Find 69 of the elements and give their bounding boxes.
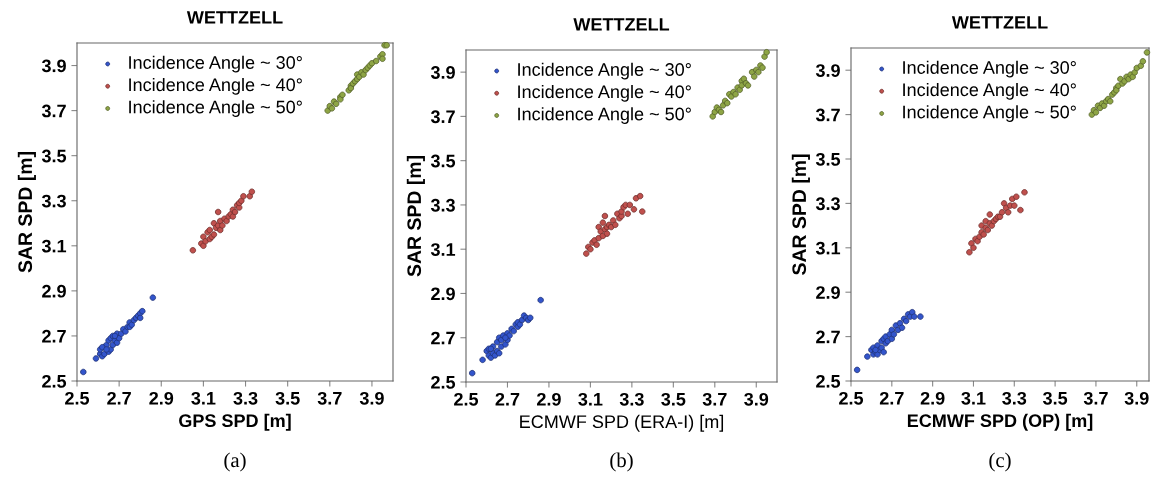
y-tick-label: 3.3 [430, 198, 455, 212]
y-tick-label: 3.3 [815, 197, 840, 211]
y-axis-title: SAR SPD [m] [791, 154, 810, 275]
x-tick-label: 3.1 [578, 392, 603, 406]
y-tick-label: 3.5 [430, 154, 456, 168]
y-tick-label: 3.7 [430, 110, 455, 124]
x-tick-label: 2.5 [65, 391, 90, 405]
y-tick-label: 3.3 [41, 194, 66, 208]
x-tick-label: 3.7 [317, 391, 342, 405]
y-tick-label: 2.5 [42, 374, 67, 388]
x-tick-label: 3.7 [702, 392, 727, 406]
legend-label: Incidence Angle ~ 40° [903, 82, 1076, 100]
x-tick-label: 2.7 [107, 391, 131, 405]
y-tick-label: 3.1 [430, 243, 456, 256]
legend-label: Incidence Angle ~ 40° [518, 84, 691, 102]
y-tick-label: 2.5 [816, 374, 841, 388]
y-tick-label: 3.1 [41, 239, 67, 253]
y-tick-label: 2.7 [816, 330, 840, 344]
x-tick-label: 2.7 [879, 391, 904, 405]
x-tick-label: 2.9 [920, 391, 945, 405]
x-tick-label: 3.5 [1042, 391, 1068, 405]
x-tick-label: 3.9 [359, 391, 384, 405]
y-tick-label: 2.7 [431, 331, 455, 345]
x-axis-title: ECMWF SPD (ERA-I) [m] [520, 414, 724, 432]
x-axis-title: ECMWF SPD (OP) [m] [907, 413, 1093, 431]
chart-title: WETTZELL [951, 16, 1048, 29]
x-tick-label: 3.9 [1124, 391, 1149, 405]
y-tick-label: 2.7 [42, 329, 66, 343]
legend-label: Incidence Angle ~ 50° [518, 107, 691, 124]
y-tick-label: 3.9 [430, 66, 455, 79]
y-tick-label: 2.5 [431, 375, 456, 389]
x-tick-label: 2.9 [149, 391, 174, 405]
chart-title: WETTZELL [186, 11, 283, 24]
x-tick-label: 3.9 [744, 392, 769, 406]
y-tick-label: 2.9 [42, 284, 66, 298]
x-tick-label: 3.1 [191, 391, 216, 405]
y-tick-label: 2.9 [431, 287, 455, 301]
x-tick-label: 3.1 [961, 391, 986, 405]
y-tick-label: 3.9 [815, 64, 840, 77]
chart-title: WETTZELL [573, 18, 670, 31]
x-tick-label: 2.9 [537, 392, 561, 406]
legend-label: Incidence Angle ~ 30° [129, 55, 302, 73]
legend-label: Incidence Angle ~ 40° [129, 77, 302, 95]
y-tick-label: 3.7 [815, 108, 840, 122]
x-tick-label: 2.7 [495, 392, 520, 406]
legend-label: Incidence Angle ~ 50° [903, 105, 1076, 122]
x-tick-label: 3.3 [233, 391, 258, 405]
y-tick-label: 3.9 [41, 59, 66, 73]
x-tick-label: 2.5 [839, 391, 864, 405]
x-tick-label: 3.5 [661, 392, 686, 406]
text: (a) [224, 452, 246, 472]
text: (c) [989, 452, 1011, 472]
x-tick-label: 2.5 [454, 392, 479, 406]
y-tick-label: 3.7 [41, 104, 66, 118]
x-axis-title: GPS SPD [m] [179, 413, 291, 431]
x-tick-label: 3.3 [619, 392, 644, 406]
y-axis-title: SAR SPD [m] [17, 152, 36, 273]
x-tick-label: 3.7 [1083, 391, 1108, 405]
legend-label: Incidence Angle ~ 30° [903, 60, 1076, 78]
x-tick-label: 3.3 [1002, 391, 1027, 405]
y-tick-label: 3.5 [815, 152, 841, 166]
y-tick-label: 3.1 [815, 241, 841, 255]
x-tick-label: 3.5 [275, 391, 300, 405]
text: (b) [610, 452, 633, 472]
legend-label: Incidence Angle ~ 50° [129, 100, 302, 117]
y-tick-label: 2.9 [816, 286, 840, 299]
y-axis-title: SAR SPD [m] [406, 156, 425, 277]
y-tick-label: 3.5 [41, 149, 67, 163]
legend-label: Incidence Angle ~ 30° [518, 62, 691, 80]
